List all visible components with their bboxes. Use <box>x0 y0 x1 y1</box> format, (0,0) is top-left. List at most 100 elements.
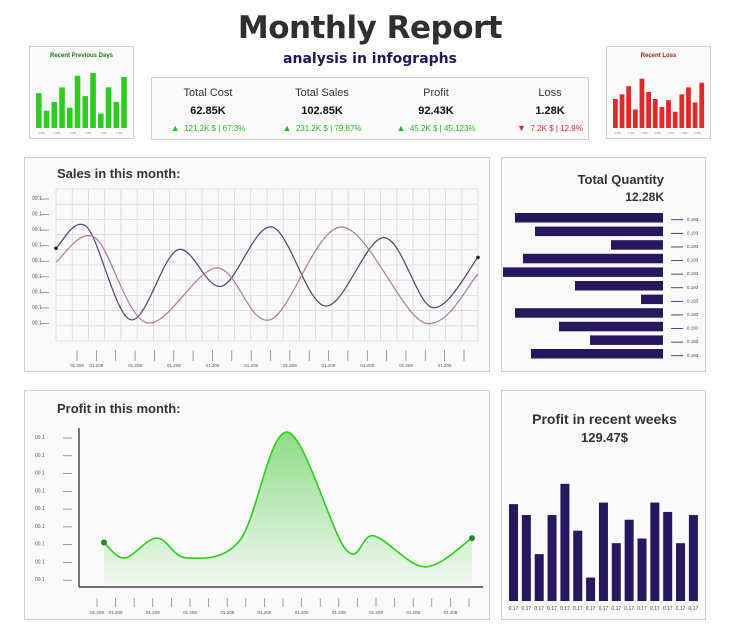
x-tick-label: 01.209 <box>332 610 346 615</box>
total-quantity-title: Total Quantity <box>577 172 664 187</box>
bar <box>619 94 625 128</box>
x-tick-label: 01.209 <box>89 363 103 368</box>
week-bar <box>650 502 660 601</box>
x-tick-label: 01.209 <box>283 363 297 368</box>
quantity-value-label: 0.193 <box>687 339 699 344</box>
quantity-bar <box>531 349 663 359</box>
x-tick-label: 1 005 <box>668 131 675 135</box>
x-tick-label: 0.17 <box>624 606 634 612</box>
kpi-change: ▲ 45.2K $ | 45.123% <box>382 123 490 133</box>
recent-loss-card: Recent Loss 1 005 1 005 1 005 1 005 1 005 1 0… <box>606 46 711 139</box>
recent-previous-days-title: Recent Previous Days <box>49 53 114 59</box>
x-tick-label: 01.209 <box>220 610 234 615</box>
arrow-up-icon: ▲ <box>396 123 406 133</box>
quantity-value-label: 0.193 <box>687 258 699 263</box>
recent-loss-chart: 1 005 1 005 1 005 1 005 1 005 1 005 1 005 <box>613 78 705 135</box>
profit-chart-card: Profit in this month: 00.1 00.1 00.1 00.1 00… <box>24 390 490 620</box>
x-tick-label: 01.209 <box>438 363 452 368</box>
x-tick-label: 01.209 <box>369 610 383 615</box>
quantity-value-label: 0.193 <box>687 353 699 358</box>
profit-weeks-value: 129.47$ <box>581 430 628 445</box>
x-tick-label: 01.209 <box>70 363 84 368</box>
bar <box>686 87 691 128</box>
kpi-label: Total Sales <box>295 87 349 99</box>
quantity-value-label: 0.193 <box>687 244 699 249</box>
kpi-strip: Total Cost 62.85K ▲ 121.2K $ | 67.3% Tot… <box>151 77 589 140</box>
week-bar <box>637 538 647 601</box>
week-bar <box>624 519 634 601</box>
y-tick-label: 00.1 <box>35 577 45 583</box>
x-tick-label: 1 005 <box>628 131 635 135</box>
bar <box>59 87 65 128</box>
bar <box>666 100 671 128</box>
x-tick-label: 01.209 <box>295 610 309 615</box>
kpi-change-text: 121.2K $ | 67.3% <box>184 124 246 133</box>
bar <box>43 110 50 128</box>
recent-previous-days-chart: 1 005 1 005 1 005 1 005 1 005 1 005 <box>36 72 127 135</box>
bar <box>659 107 665 128</box>
quantity-bar <box>575 281 663 291</box>
x-tick-label: 01.209 <box>360 363 374 368</box>
profit-endpoint <box>101 539 107 546</box>
week-bar <box>547 515 557 601</box>
x-tick-label: 0.17 <box>637 606 647 612</box>
week-bar <box>598 502 608 601</box>
kpi-change: ▲ 231.2K $ | 79.87% <box>268 123 376 133</box>
kpi-change: ▲ 121.2K $ | 67.3% <box>154 123 262 133</box>
x-tick-label: 1 005 <box>681 131 688 135</box>
bar <box>90 72 96 128</box>
page-title: Monthly Report <box>237 10 503 46</box>
bar <box>36 93 42 128</box>
week-bar <box>663 511 673 601</box>
kpi-value: 102.85K <box>301 105 343 117</box>
profit-area-chart: 00.1 00.1 00.1 00.1 00.1 00.1 00.1 00.1 00.1 01.2… <box>35 428 483 615</box>
week-bar <box>688 515 698 601</box>
quantity-bar <box>559 321 663 332</box>
x-tick-label: 0.17 <box>534 606 544 612</box>
x-tick-label: 01.209 <box>406 610 420 615</box>
profit-weeks-card: Profit in recent weeks 129.47$ 0.17 0.17 0… <box>501 390 706 620</box>
bar <box>632 109 638 128</box>
x-tick-label: 01.209 <box>167 363 181 368</box>
profit-weeks-title: Profit in recent weeks <box>532 411 677 427</box>
x-tick-label: 0.17 <box>599 606 609 612</box>
bar <box>51 101 58 128</box>
x-tick-label: 0.17 <box>676 606 686 612</box>
x-tick-label: 01.209 <box>90 610 104 615</box>
week-bar <box>560 483 570 601</box>
quantity-bar <box>590 335 663 345</box>
total-quantity-chart: 0.193 0.193 0.193 0.193 0.193 0.193 0.193 0.193… <box>503 213 699 359</box>
bar <box>121 76 127 128</box>
quantity-value-label: 0.193 <box>687 285 699 290</box>
kpi-change: ▼ 7.2K $ | 12.9% <box>496 123 604 133</box>
bar <box>679 94 685 128</box>
bar <box>692 102 698 128</box>
x-tick-label: 1 005 <box>54 131 61 135</box>
x-tick-label: 01.209 <box>128 363 142 368</box>
kpi-value: 1.28K <box>535 105 565 117</box>
kpi-label: Loss <box>538 87 562 99</box>
quantity-value-label: 0.193 <box>687 312 699 317</box>
kpi-value: 92.43K <box>418 105 454 117</box>
x-tick-label: 0.17 <box>573 606 583 612</box>
y-tick-label: 00.1 <box>32 320 42 326</box>
sales-series-line <box>55 223 479 321</box>
recent-previous-days-card: Recent Previous Days 1 005 1 005 1 005 1 00… <box>29 46 134 139</box>
bar <box>699 82 705 128</box>
y-tick-label: 00.1 <box>35 471 45 477</box>
y-tick-label: 00.1 <box>35 506 45 512</box>
week-bar <box>573 530 583 601</box>
week-bar <box>509 504 518 601</box>
kpi-label: Total Cost <box>183 87 233 99</box>
week-bar <box>521 515 531 601</box>
x-tick-label: 01.209 <box>322 363 336 368</box>
total-quantity-value: 12.28K <box>625 190 664 204</box>
x-tick-label: 1 005 <box>100 131 107 135</box>
recent-loss-title: Recent Loss <box>640 53 677 59</box>
kpi-change-text: 7.2K $ | 12.9% <box>530 124 583 133</box>
week-bar <box>676 543 686 601</box>
quantity-bar <box>515 308 663 318</box>
x-tick-label: 1 005 <box>615 131 622 135</box>
y-tick-label: 00.1 <box>32 258 42 264</box>
x-tick-label: 0.17 <box>650 606 660 612</box>
